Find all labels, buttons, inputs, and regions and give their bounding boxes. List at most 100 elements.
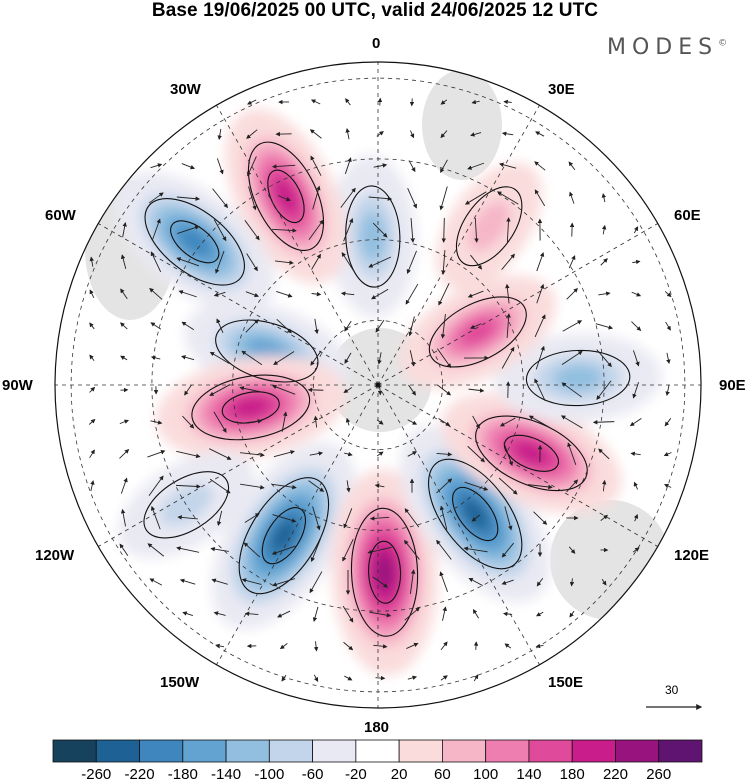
wind-vector xyxy=(209,351,230,364)
colorbar-swatch xyxy=(355,739,400,763)
lon-label-120e: 120E xyxy=(674,547,710,564)
wind-vector xyxy=(272,578,296,587)
wind-vector xyxy=(633,350,640,367)
wind-vector xyxy=(210,546,229,552)
lon-label-180: 180 xyxy=(364,719,390,736)
wind-vector xyxy=(374,483,385,489)
anomaly-contour xyxy=(143,471,230,539)
wind-vector xyxy=(499,162,517,169)
wind-vector xyxy=(440,314,446,339)
wind-vector xyxy=(596,349,612,368)
wind-vector xyxy=(120,288,128,300)
wind-vector xyxy=(310,350,322,366)
wind-vector xyxy=(314,318,319,335)
wind-vector xyxy=(534,314,546,338)
colorbar-label: 60 xyxy=(434,766,451,783)
wind-vector xyxy=(534,189,546,207)
wind-vector xyxy=(665,321,671,331)
wind-vector xyxy=(281,674,287,682)
wind-vector xyxy=(569,610,575,618)
wind-vector xyxy=(468,388,485,393)
meridian-line xyxy=(377,384,672,555)
anomaly-cell xyxy=(118,451,255,559)
wind-vector xyxy=(313,674,319,682)
lon-label-0: 0 xyxy=(372,35,381,52)
wind-vector xyxy=(276,318,292,334)
anomaly-contour xyxy=(525,349,631,407)
meridian-line xyxy=(208,384,379,679)
wind-vector xyxy=(441,217,447,243)
wind-vector xyxy=(182,415,195,429)
wind-vector xyxy=(176,546,200,553)
wind-vector xyxy=(272,483,297,490)
wind-vector xyxy=(464,481,489,491)
wind-vector xyxy=(404,607,420,621)
wind-vector xyxy=(367,546,392,555)
wind-vector xyxy=(150,420,163,425)
wind-vector xyxy=(177,225,200,234)
wind-vector xyxy=(506,313,511,339)
wind-vector xyxy=(665,384,670,397)
wind-vector xyxy=(184,384,192,396)
anomaly-cell xyxy=(436,162,542,290)
wind-vector xyxy=(272,514,297,523)
wind-vector xyxy=(440,675,448,681)
wind-vector xyxy=(567,442,577,466)
wind-vector xyxy=(561,382,582,398)
brand-logo: MODES© xyxy=(607,35,727,60)
wind-vector xyxy=(307,387,324,393)
colorbar-label: -100 xyxy=(254,766,285,783)
wind-vector xyxy=(271,228,297,233)
wind-vector xyxy=(632,382,639,399)
wind-vector xyxy=(179,578,196,585)
wind-vector xyxy=(181,321,195,331)
wind-vector xyxy=(534,378,546,402)
wind-vector xyxy=(216,318,224,333)
wind-vector xyxy=(409,98,415,107)
wind-vector xyxy=(150,355,161,360)
colorbar-label: -260 xyxy=(81,766,112,783)
wind-vector xyxy=(601,224,607,235)
wind-vector xyxy=(245,319,259,333)
colorbar-label: -20 xyxy=(345,766,367,783)
wind-vector xyxy=(533,511,548,525)
wind-vectors xyxy=(88,97,672,682)
wind-vector xyxy=(244,513,260,523)
wind-vector xyxy=(406,250,417,274)
colorbar-swatch xyxy=(571,739,616,763)
wind-vector xyxy=(240,483,265,490)
landmass-layer xyxy=(85,70,670,620)
wind-vector xyxy=(345,98,351,106)
colorbar-swatch xyxy=(225,739,270,763)
wind-vector xyxy=(309,451,324,456)
wind-vector xyxy=(312,506,321,531)
wind-vector xyxy=(473,674,479,682)
wind-vector xyxy=(437,384,452,396)
wind-vector xyxy=(213,411,227,433)
wind-vector xyxy=(408,316,415,337)
wind-vector xyxy=(345,417,351,426)
wind-vector xyxy=(407,419,418,425)
wind-vector xyxy=(344,675,353,681)
lon-label-150w: 150W xyxy=(160,674,200,691)
wind-vector xyxy=(534,161,546,171)
meridian-line xyxy=(84,215,379,386)
lon-label-150e: 150E xyxy=(548,674,584,691)
graticule xyxy=(55,62,701,708)
anomaly-layer xyxy=(114,108,662,676)
wind-vector xyxy=(341,252,355,272)
meridian-line xyxy=(208,91,379,386)
anomaly-contour xyxy=(215,319,319,383)
page-title: Base 19/06/2025 00 UTC, valid 24/06/2025… xyxy=(151,0,599,21)
wind-vector xyxy=(209,478,231,494)
brand-text: MODES xyxy=(607,35,719,60)
wind-vector xyxy=(340,291,355,296)
wind-vector xyxy=(468,577,483,587)
wind-vector xyxy=(120,477,128,494)
wind-vector xyxy=(409,350,416,367)
wind-vector xyxy=(501,579,514,585)
wind-vector xyxy=(212,188,229,209)
wind-vector xyxy=(310,155,322,176)
colorbar-swatch xyxy=(615,739,660,763)
wind-vector xyxy=(438,282,450,306)
